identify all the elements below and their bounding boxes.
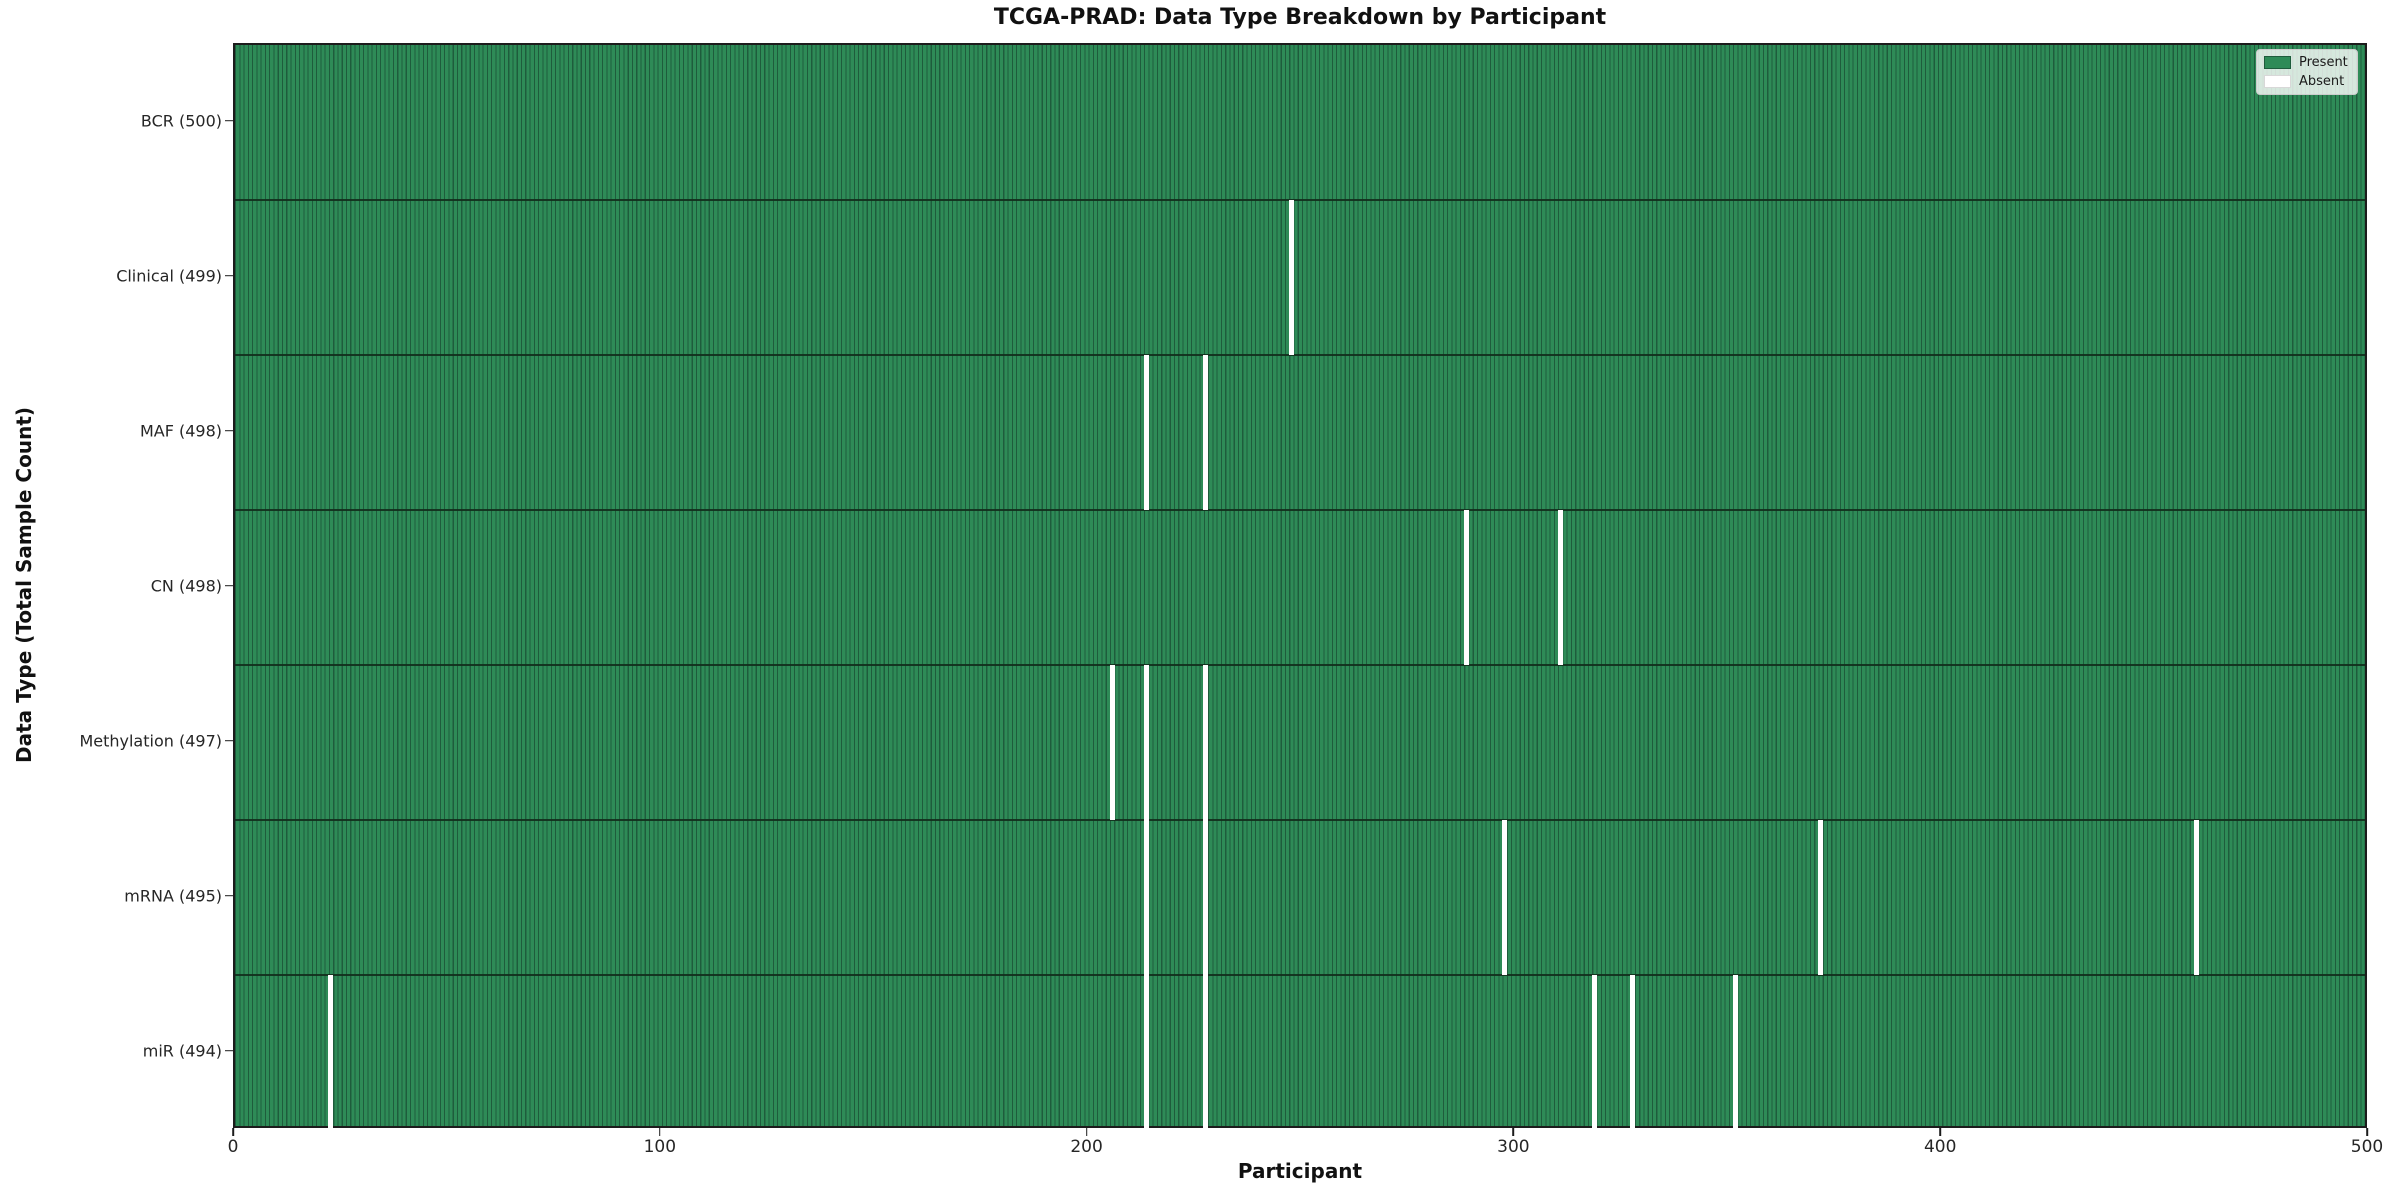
absent-gap-miR-213 (1143, 975, 1149, 1130)
x-tick-mark (1939, 1128, 1941, 1136)
x-tick-label-200: 200 (1070, 1137, 1103, 1157)
absent-gap-miR-327 (1630, 975, 1636, 1130)
y-tick-mark (225, 1049, 233, 1052)
y-tick-label-MAF: MAF (498) (139, 421, 222, 440)
absent-gap-miR-227 (1203, 975, 1209, 1130)
legend-absent-label: Absent (2299, 74, 2345, 89)
x-tick-mark (2366, 1128, 2368, 1136)
y-tick-mark (225, 739, 233, 742)
absent-gap-Clinical-247 (1288, 200, 1294, 355)
absent-gap-Methylation-213 (1143, 665, 1149, 820)
y-tick-mark (225, 274, 233, 277)
absent-gap-mRNA-371 (1818, 820, 1824, 975)
absent-gap-MAF-213 (1143, 355, 1149, 510)
y-tick-mark (225, 429, 233, 432)
legend: Present Absent (2256, 49, 2358, 95)
absent-gap-miR-22 (328, 975, 334, 1130)
x-tick-label-300: 300 (1497, 1137, 1530, 1157)
absent-gap-mRNA-227 (1203, 820, 1209, 975)
y-tick-mark (225, 119, 233, 122)
absent-gap-mRNA-459 (2193, 820, 2199, 975)
row-divider (235, 974, 2365, 976)
y-tick-label-mRNA: mRNA (495) (124, 886, 222, 905)
x-tick-mark (232, 1128, 234, 1136)
x-tick-label-500: 500 (2350, 1137, 2384, 1157)
absent-gap-mRNA-297 (1502, 820, 1508, 975)
x-tick-mark (659, 1128, 661, 1136)
absent-gap-miR-318 (1591, 975, 1597, 1130)
row-divider (235, 199, 2365, 201)
absent-gap-miR-351 (1732, 975, 1738, 1130)
y-tick-mark (225, 894, 233, 897)
absent-gap-CN-288 (1463, 510, 1469, 665)
row-divider (235, 509, 2365, 511)
x-tick-mark (1512, 1128, 1515, 1136)
legend-entry-absent: Absent (2264, 74, 2348, 89)
row-divider (235, 354, 2365, 356)
legend-entry-present: Present (2264, 55, 2348, 70)
row-divider (235, 664, 2365, 666)
x-tick-label-400: 400 (1923, 1137, 1957, 1157)
absent-swatch-icon (2264, 75, 2291, 88)
y-axis-label: Data Type (Total Sample Count) (12, 406, 36, 764)
absent-gap-Methylation-205 (1109, 665, 1115, 820)
row-divider (235, 819, 2365, 821)
y-tick-label-Methylation: Methylation (497) (79, 731, 222, 750)
x-tick-mark (1085, 1128, 1088, 1136)
absent-gap-Methylation-227 (1203, 665, 1209, 820)
absent-gap-MAF-227 (1203, 355, 1209, 510)
absent-gap-mRNA-213 (1143, 820, 1149, 975)
plot-area (233, 43, 2367, 1130)
y-tick-label-Clinical: Clinical (499) (116, 266, 222, 285)
legend-present-label: Present (2299, 55, 2348, 70)
y-tick-label-CN: CN (498) (150, 576, 222, 595)
x-tick-label-0: 0 (227, 1137, 239, 1157)
y-tick-label-BCR: BCR (500) (140, 111, 222, 130)
absent-gap-CN-310 (1557, 510, 1563, 665)
present-swatch-icon (2264, 56, 2291, 69)
x-axis-label: Participant (1237, 1159, 1363, 1183)
x-tick-label-100: 100 (643, 1137, 677, 1157)
y-tick-label-miR: miR (494) (142, 1041, 222, 1060)
y-tick-mark (225, 584, 233, 587)
chart-title: TCGA-PRAD: Data Type Breakdown by Partic… (993, 5, 1607, 30)
